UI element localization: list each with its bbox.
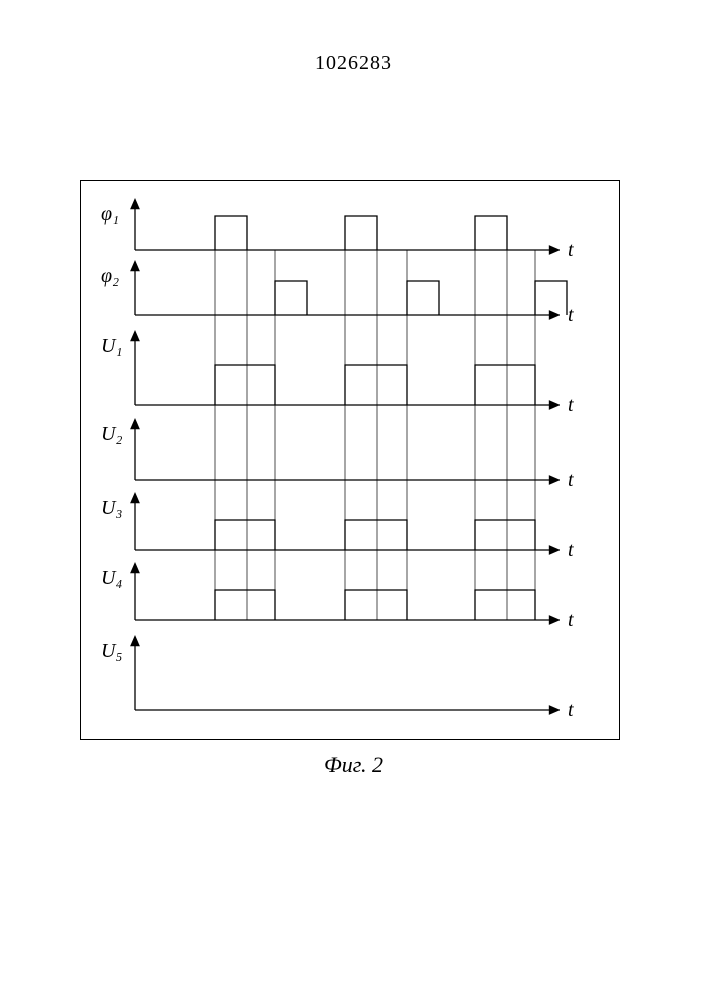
figure-caption: Фиг. 2 <box>0 752 707 778</box>
svg-text:t: t <box>568 699 574 721</box>
svg-text:U₁: U₁ <box>101 335 122 357</box>
svg-text:t: t <box>568 394 574 416</box>
svg-text:U₅: U₅ <box>101 640 122 662</box>
timing-diagram: t φ₁ t φ₂ t U₁ t U₂ t U₃ t U₄ t U₅ <box>80 180 620 740</box>
svg-text:U₄: U₄ <box>101 567 122 589</box>
svg-text:U₂: U₂ <box>101 423 122 445</box>
svg-text:U₃: U₃ <box>101 497 122 519</box>
svg-text:t: t <box>568 239 574 261</box>
svg-text:t: t <box>568 469 574 491</box>
svg-text:φ₁: φ₁ <box>101 203 119 225</box>
svg-text:t: t <box>568 304 574 326</box>
doc-number: 1026283 <box>0 52 707 75</box>
svg-text:t: t <box>568 539 574 561</box>
svg-text:t: t <box>568 609 574 631</box>
svg-text:φ₂: φ₂ <box>101 265 119 287</box>
